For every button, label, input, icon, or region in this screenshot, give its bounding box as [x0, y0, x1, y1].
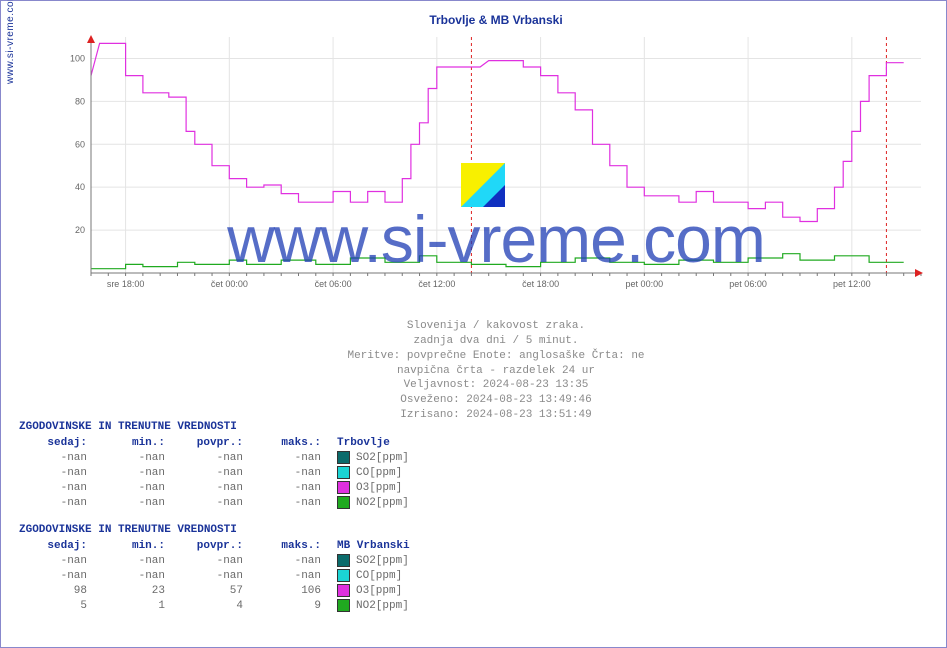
cell-value: 4 — [175, 600, 253, 612]
cell-value: 9 — [253, 600, 331, 612]
col-header: maks.: — [253, 540, 331, 552]
cell-value: -nan — [97, 452, 175, 464]
cell-value: -nan — [175, 570, 253, 582]
cell-value: -nan — [19, 497, 97, 509]
cell-value: 1 — [97, 600, 175, 612]
cell-value: -nan — [175, 482, 253, 494]
chart-area: Trbovlje & MB Vrbanski 20 40 60 80 100 sre 18… — [61, 13, 931, 293]
svg-text:pet 00:00: pet 00:00 — [626, 279, 664, 289]
cell-value: -nan — [253, 467, 331, 479]
table-row: -nan-nan-nan-nanO3[ppm] — [19, 480, 410, 495]
svg-text:čet 18:00: čet 18:00 — [522, 279, 559, 289]
legend-label: O3[ppm] — [356, 585, 402, 597]
col-header: min.: — [97, 540, 175, 552]
svg-text:40: 40 — [75, 182, 85, 192]
cell-value: 23 — [97, 585, 175, 597]
col-header: povpr.: — [175, 540, 253, 552]
legend-swatch — [337, 496, 350, 509]
cell-value: -nan — [175, 497, 253, 509]
cell-value: -nan — [97, 497, 175, 509]
legend-swatch — [337, 466, 350, 479]
col-header: sedaj: — [19, 437, 97, 449]
cell-value: -nan — [19, 467, 97, 479]
table-title: ZGODOVINSKE IN TRENUTNE VREDNOSTI — [19, 421, 410, 433]
cell-value: -nan — [253, 482, 331, 494]
legend-label: CO[ppm] — [356, 467, 402, 479]
table-row: -nan-nan-nan-nanCO[ppm] — [19, 568, 410, 583]
meta-line: Veljavnost: 2024-08-23 13:35 — [61, 378, 931, 393]
svg-text:80: 80 — [75, 96, 85, 106]
table-row: 5149 NO2[ppm] — [19, 598, 410, 613]
legend-swatch — [337, 569, 350, 582]
legend-label: SO2[ppm] — [356, 555, 409, 567]
col-header: min.: — [97, 437, 175, 449]
outer-frame: www.si-vreme.com Trbovlje & MB Vrbanski … — [0, 0, 947, 648]
col-header: sedaj: — [19, 540, 97, 552]
meta-block: Slovenija / kakovost zraka.zadnja dva dn… — [61, 319, 931, 423]
svg-text:100: 100 — [70, 53, 85, 63]
svg-text:20: 20 — [75, 225, 85, 235]
col-header: povpr.: — [175, 437, 253, 449]
data-tables: ZGODOVINSKE IN TRENUTNE VREDNOSTIsedaj:m… — [19, 421, 410, 627]
table-title: ZGODOVINSKE IN TRENUTNE VREDNOSTI — [19, 524, 410, 536]
legend-label: O3[ppm] — [356, 482, 402, 494]
table-row: -nan-nan-nan-nanCO[ppm] — [19, 465, 410, 480]
cell-value: -nan — [253, 497, 331, 509]
cell-value: -nan — [175, 555, 253, 567]
cell-value: 98 — [19, 585, 97, 597]
chart-title: Trbovlje & MB Vrbanski — [61, 13, 931, 27]
cell-value: 106 — [253, 585, 331, 597]
table-header-row: sedaj:min.:povpr.:maks.: Trbovlje — [19, 435, 410, 450]
legend-swatch — [337, 481, 350, 494]
cell-value: -nan — [19, 570, 97, 582]
col-header: maks.: — [253, 437, 331, 449]
cell-value: -nan — [97, 570, 175, 582]
y-axis-side-label: www.si-vreme.com — [5, 0, 16, 84]
table-row: -nan-nan-nan-nanNO2[ppm] — [19, 495, 410, 510]
meta-line: Osveženo: 2024-08-23 13:49:46 — [61, 393, 931, 408]
cell-value: -nan — [175, 452, 253, 464]
legend-swatch — [337, 584, 350, 597]
svg-text:čet 00:00: čet 00:00 — [211, 279, 248, 289]
legend-swatch — [337, 599, 350, 612]
svg-text:pet 06:00: pet 06:00 — [729, 279, 767, 289]
cell-value: -nan — [19, 482, 97, 494]
cell-value: -nan — [19, 555, 97, 567]
meta-line: zadnja dva dni / 5 minut. — [61, 334, 931, 349]
svg-text:čet 12:00: čet 12:00 — [418, 279, 455, 289]
meta-line: navpična črta - razdelek 24 ur — [61, 364, 931, 379]
table-location: MB Vrbanski — [337, 540, 410, 552]
values-table: ZGODOVINSKE IN TRENUTNE VREDNOSTIsedaj:m… — [19, 524, 410, 613]
legend-swatch — [337, 554, 350, 567]
svg-text:čet 06:00: čet 06:00 — [315, 279, 352, 289]
cell-value: 5 — [19, 600, 97, 612]
meta-line: Slovenija / kakovost zraka. — [61, 319, 931, 334]
cell-value: -nan — [97, 482, 175, 494]
table-row: -nan-nan-nan-nanSO2[ppm] — [19, 450, 410, 465]
table-row: 982357106 O3[ppm] — [19, 583, 410, 598]
legend-label: CO[ppm] — [356, 570, 402, 582]
cell-value: -nan — [97, 467, 175, 479]
meta-line: Meritve: povprečne Enote: anglosaške Črt… — [61, 349, 931, 364]
cell-value: -nan — [175, 467, 253, 479]
legend-label: SO2[ppm] — [356, 452, 409, 464]
svg-text:60: 60 — [75, 139, 85, 149]
cell-value: 57 — [175, 585, 253, 597]
svg-text:pet 12:00: pet 12:00 — [833, 279, 871, 289]
legend-swatch — [337, 451, 350, 464]
values-table: ZGODOVINSKE IN TRENUTNE VREDNOSTIsedaj:m… — [19, 421, 410, 510]
table-location: Trbovlje — [337, 437, 390, 449]
chart-svg: 20 40 60 80 100 sre 18:00 čet 00:00 čet 06:00 če… — [61, 31, 931, 297]
table-header-row: sedaj:min.:povpr.:maks.: MB Vrbanski — [19, 538, 410, 553]
legend-label: NO2[ppm] — [356, 600, 409, 612]
cell-value: -nan — [253, 555, 331, 567]
cell-value: -nan — [253, 452, 331, 464]
cell-value: -nan — [97, 555, 175, 567]
cell-value: -nan — [253, 570, 331, 582]
cell-value: -nan — [19, 452, 97, 464]
svg-text:sre 18:00: sre 18:00 — [107, 279, 145, 289]
legend-label: NO2[ppm] — [356, 497, 409, 509]
table-row: -nan-nan-nan-nanSO2[ppm] — [19, 553, 410, 568]
